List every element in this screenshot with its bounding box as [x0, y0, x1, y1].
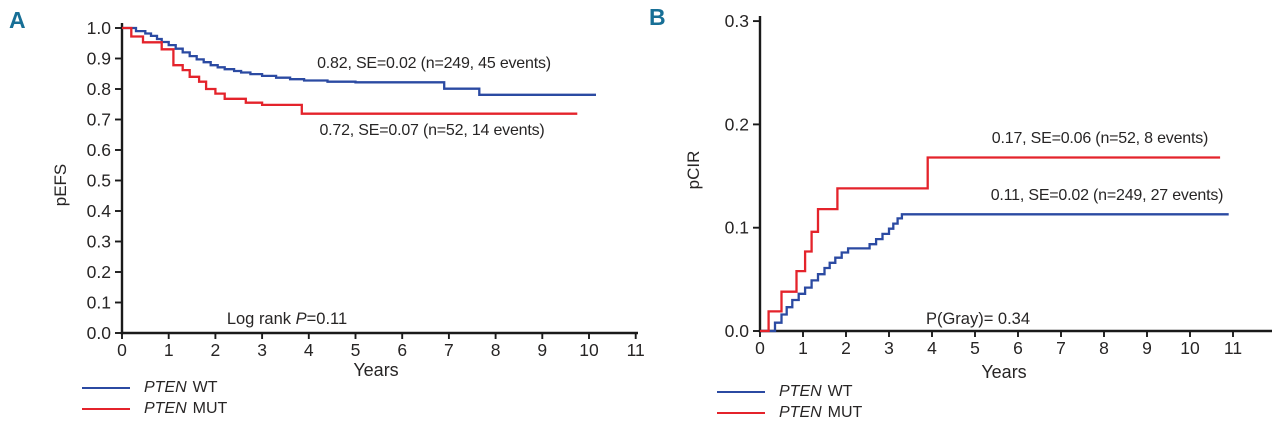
- stat-italic-symbol: P: [295, 310, 307, 328]
- legend-label: PTEN MUT: [144, 400, 227, 418]
- panel-a-logrank-pvalue: Log rank P=0.11: [227, 310, 347, 329]
- variant-name: WT: [192, 378, 218, 396]
- gene-name: PTEN: [779, 403, 822, 421]
- x-tick-label: 6: [1013, 338, 1023, 358]
- x-tick-label: 10: [1180, 338, 1200, 358]
- x-tick-label: 8: [491, 340, 501, 360]
- x-tick-label: 5: [351, 340, 361, 360]
- x-tick-label: 6: [397, 340, 407, 360]
- panel-b-x-axis-title: Years: [981, 362, 1027, 382]
- panel-a-mut-estimate-annotation: 0.72, SE=0.07 (n=52, 14 events): [319, 122, 545, 139]
- y-tick-label: 0.1: [87, 293, 111, 313]
- legend-label: PTEN WT: [144, 379, 218, 397]
- mut-line-swatch: [82, 407, 130, 410]
- y-tick-label: 0.3: [725, 11, 749, 31]
- y-tick-label: 0.1: [725, 218, 749, 238]
- x-tick-label: 0: [755, 338, 765, 358]
- gene-name: PTEN: [779, 382, 822, 400]
- y-tick-label: 0.8: [87, 79, 111, 99]
- y-tick-label: 0.9: [87, 49, 111, 69]
- y-tick-label: 0.6: [87, 140, 111, 160]
- panel-a-legend: PTEN WT PTEN MUT: [82, 379, 227, 417]
- x-tick-label: 9: [537, 340, 547, 360]
- stat-suffix: =0.11: [306, 310, 348, 328]
- variant-name: MUT: [827, 403, 863, 421]
- x-tick-label: 5: [970, 338, 980, 358]
- panel-b-label: B: [649, 4, 666, 30]
- panel-b-mut-curve: [760, 156, 1221, 333]
- y-tick-label: 0.4: [87, 201, 112, 221]
- x-tick-label: 8: [1099, 338, 1109, 358]
- stat-prefix: P(Gray)= 0.34: [925, 310, 1031, 328]
- gene-name: PTEN: [144, 378, 187, 396]
- legend-item-pten-wt: PTEN WT: [82, 379, 227, 396]
- legend-item-pten-wt: PTEN WT: [717, 383, 862, 400]
- x-tick-label: 1: [164, 340, 174, 360]
- panel-b-wt-estimate-annotation: 0.11, SE=0.02 (n=249, 27 events): [990, 187, 1224, 204]
- panel-a-y-axis-title: pEFS: [51, 163, 70, 207]
- legend-item-pten-mut: PTEN MUT: [82, 400, 227, 417]
- panel-b-mut-estimate-annotation: 0.17, SE=0.06 (n=52, 8 events): [991, 130, 1209, 147]
- y-tick-label: 0.0: [725, 321, 750, 341]
- variant-name: WT: [827, 382, 853, 400]
- y-tick-label: 1.0: [87, 18, 112, 38]
- x-tick-label: 7: [444, 340, 454, 360]
- wt-line-swatch: [717, 390, 765, 393]
- y-tick-label: 0.5: [87, 171, 111, 191]
- y-tick-label: 0.0: [87, 323, 112, 343]
- panel-a-wt-curve: [122, 26, 596, 96]
- x-tick-label: 0: [117, 340, 127, 360]
- panel-a-x-axis-title: Years: [353, 360, 399, 380]
- x-tick-label: 7: [1056, 338, 1066, 358]
- gene-name: PTEN: [144, 399, 187, 417]
- x-tick-label: 4: [927, 338, 937, 358]
- panel-a-label: A: [9, 7, 26, 33]
- x-tick-label: 1: [798, 338, 808, 358]
- x-tick-label: 10: [579, 340, 599, 360]
- x-tick-label: 3: [257, 340, 267, 360]
- x-tick-label: 2: [841, 338, 851, 358]
- x-tick-label: 3: [884, 338, 894, 358]
- stat-prefix: Log rank: [226, 310, 296, 328]
- y-tick-label: 0.3: [87, 232, 111, 252]
- panel-a-wt-estimate-annotation: 0.82, SE=0.02 (n=249, 45 events): [317, 55, 551, 72]
- y-tick-label: 0.2: [87, 262, 111, 282]
- y-tick-label: 0.2: [725, 114, 749, 134]
- legend-label: PTEN MUT: [779, 404, 862, 422]
- x-tick-label: 9: [1142, 338, 1152, 358]
- panel-b-y-axis-title: pCIR: [684, 150, 703, 190]
- legend-item-pten-mut: PTEN MUT: [717, 404, 862, 421]
- panel-b-gray-pvalue: P(Gray)= 0.34: [926, 310, 1030, 329]
- panel-b-legend: PTEN WT PTEN MUT: [717, 383, 862, 421]
- wt-line-swatch: [82, 386, 130, 389]
- panel-a-mut-curve: [122, 26, 578, 115]
- panel-b-wt-curve: [760, 213, 1229, 333]
- mut-line-swatch: [717, 411, 765, 414]
- x-tick-label: 4: [304, 340, 314, 360]
- legend-label: PTEN WT: [779, 383, 853, 401]
- x-tick-label: 11: [1224, 338, 1242, 358]
- variant-name: MUT: [192, 399, 228, 417]
- x-tick-label: 11: [627, 340, 645, 360]
- y-tick-label: 0.7: [87, 110, 111, 130]
- x-tick-label: 2: [211, 340, 221, 360]
